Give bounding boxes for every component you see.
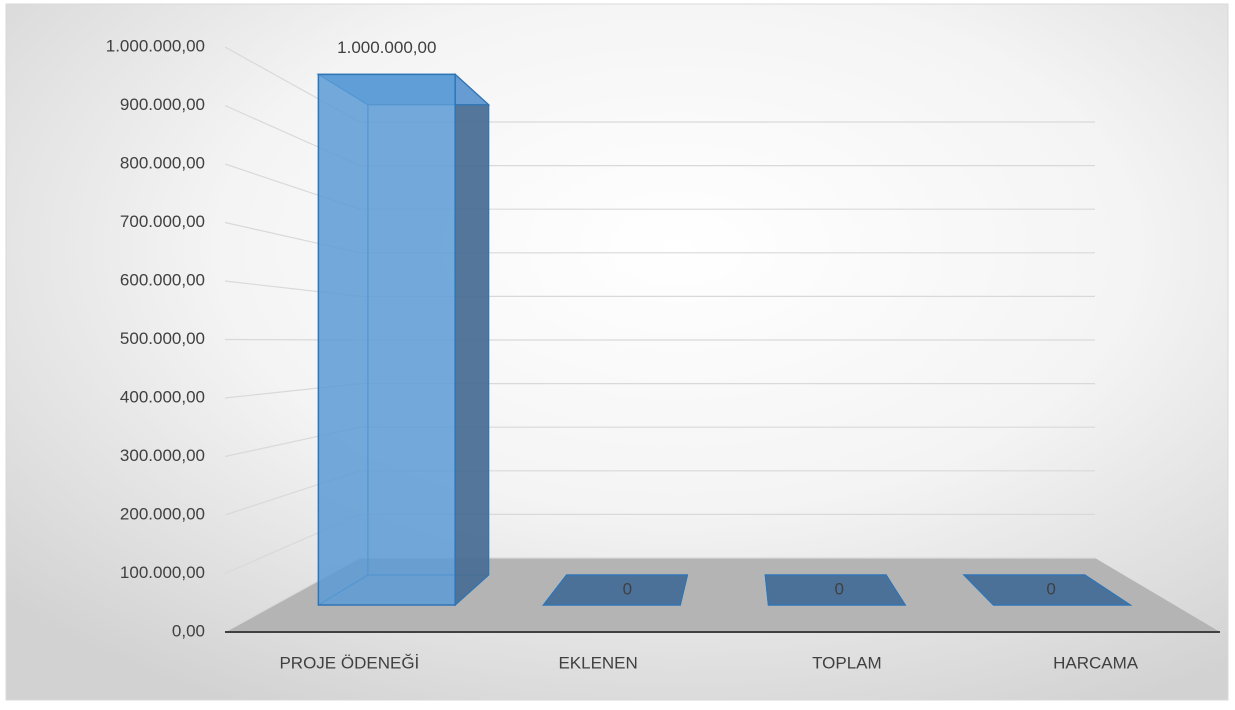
bar-top-shade xyxy=(764,574,907,606)
data-label: 0 xyxy=(623,579,632,598)
bar xyxy=(317,73,456,606)
y-tick-label: 1.000.000,00 xyxy=(106,36,205,55)
bar-top-shade xyxy=(542,574,689,606)
y-tick-label: 100.000,00 xyxy=(120,563,205,582)
y-tick-label: 400.000,00 xyxy=(120,387,205,406)
y-tick-label: 600.000,00 xyxy=(120,270,205,289)
bar-top-shade xyxy=(962,574,1133,606)
x-tick-label: HARCAMA xyxy=(1053,653,1139,672)
y-tick-label: 900.000,00 xyxy=(120,95,205,114)
x-tick-label: PROJE ÖDENEĞİ xyxy=(279,653,419,672)
y-tick-label: 800.000,00 xyxy=(120,153,205,172)
data-label: 0 xyxy=(835,579,844,598)
x-tick-label: EKLENEN xyxy=(558,653,637,672)
y-tick-label: 200.000,00 xyxy=(120,504,205,523)
y-tick-label: 500.000,00 xyxy=(120,329,205,348)
y-tick-label: 0,00 xyxy=(172,621,205,640)
x-tick-label: TOPLAM xyxy=(812,653,882,672)
bar-side xyxy=(454,73,490,607)
data-label: 0 xyxy=(1046,579,1055,598)
y-tick-label: 300.000,00 xyxy=(120,446,205,465)
y-tick-label: 700.000,00 xyxy=(120,212,205,231)
data-label: 1.000.000,00 xyxy=(337,38,436,57)
